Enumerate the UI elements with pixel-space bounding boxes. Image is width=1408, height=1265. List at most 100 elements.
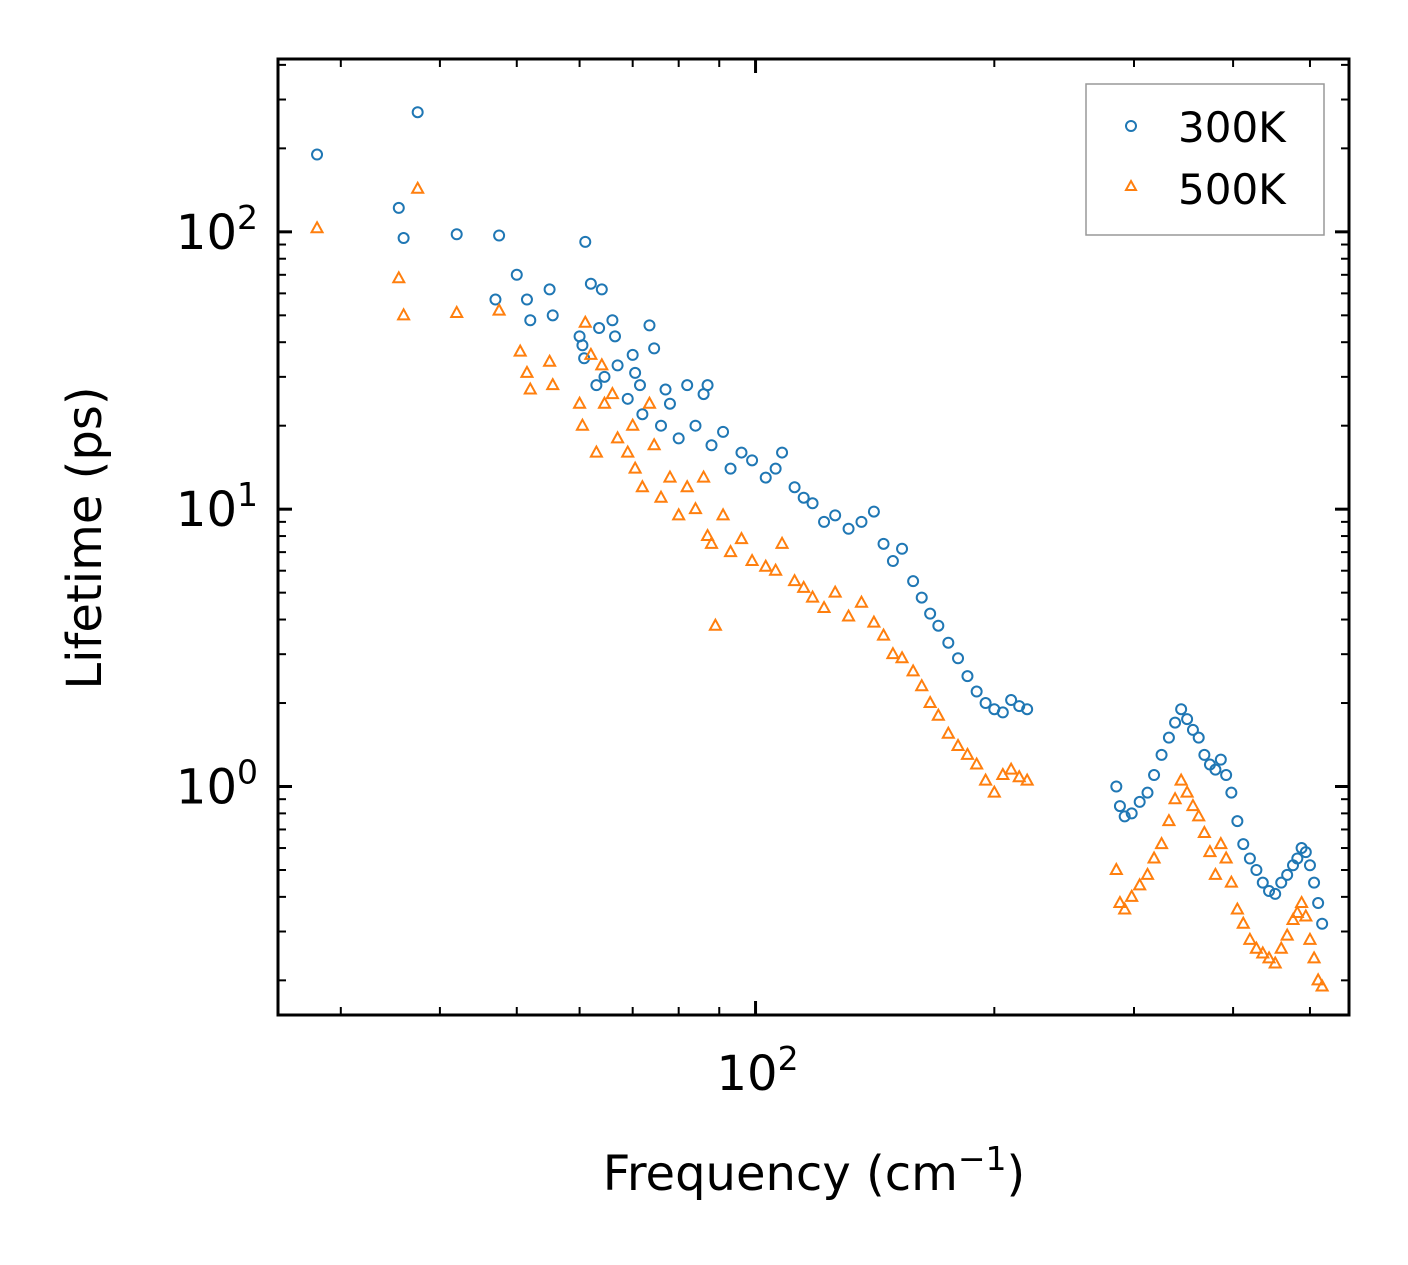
point-500K (744, 552, 760, 567)
point-300K (643, 319, 656, 332)
point-300K (1175, 703, 1188, 716)
point-300K (1186, 723, 1199, 736)
point-500K (774, 535, 790, 549)
point-500K (816, 599, 832, 614)
point-500K (805, 589, 820, 603)
point-300K (1181, 713, 1194, 726)
point-500K (1230, 901, 1245, 915)
plot-frame (276, 57, 1351, 1017)
point-300K (717, 425, 730, 438)
point-500K (1140, 866, 1155, 880)
point-300K (924, 607, 937, 620)
point-300K (659, 383, 672, 396)
point-500K (679, 479, 695, 493)
point-300K (593, 322, 606, 335)
point-300K (842, 522, 855, 535)
point-300K (1243, 852, 1256, 865)
point-300K (1250, 863, 1263, 876)
point-500K (542, 353, 557, 367)
point-300K (915, 591, 928, 604)
point-300K (1256, 876, 1269, 889)
point-300K (896, 542, 909, 555)
point-500K (704, 535, 719, 549)
point-500K (513, 343, 528, 357)
point-500K (1268, 955, 1283, 969)
point-500K (671, 507, 686, 521)
point-500K (309, 220, 325, 234)
point-500K (1167, 791, 1183, 805)
point-300K (584, 277, 597, 290)
point-300K (1021, 703, 1034, 716)
point-500K (827, 584, 843, 598)
point-500K (960, 746, 975, 760)
point-500K (589, 444, 604, 458)
point-300K (797, 491, 810, 504)
point-300K (886, 555, 899, 568)
point-300K (606, 314, 619, 327)
point-500K (449, 304, 464, 318)
point-300K (855, 515, 868, 528)
point-500K (1242, 931, 1258, 945)
legend: 300K 500K (1085, 83, 1325, 236)
point-300K (450, 228, 463, 241)
point-300K (655, 419, 668, 432)
point-500K (696, 469, 711, 483)
point-500K (597, 395, 612, 409)
point-500K (987, 784, 1002, 798)
point-300K (681, 379, 694, 392)
point-500K (841, 608, 856, 622)
point-500K (1274, 940, 1289, 954)
point-500K (796, 579, 811, 593)
point-500K (519, 364, 535, 378)
point-500K (931, 707, 946, 721)
point-500K (854, 594, 869, 608)
y-tick-label: 102 (176, 198, 258, 261)
point-500K (1290, 904, 1305, 918)
point-500K (715, 507, 731, 521)
point-500K (885, 646, 901, 660)
point-300K (510, 268, 523, 281)
point-500K (1306, 950, 1322, 964)
point-300K (1269, 887, 1282, 900)
point-500K (700, 527, 715, 542)
point-500K (653, 489, 669, 503)
legend-label-500K: 500K (1178, 165, 1287, 214)
y-tick-label: 101 (176, 475, 258, 538)
point-500K (1132, 877, 1147, 891)
point-500K (583, 346, 599, 360)
point-300K (932, 619, 945, 632)
point-300K (1155, 748, 1168, 761)
point-300K (1110, 780, 1123, 793)
point-500K (1314, 978, 1330, 992)
point-300K (392, 201, 405, 214)
point-500K (662, 469, 678, 483)
point-300K (524, 314, 537, 327)
point-500K (723, 544, 738, 558)
point-500K (410, 180, 425, 194)
point-500K (1213, 836, 1229, 850)
point-300K (1312, 897, 1325, 910)
point-300K (776, 446, 789, 459)
point-300K (595, 283, 608, 296)
point-300K (979, 697, 992, 710)
legend-box (1085, 83, 1325, 236)
point-300K (1299, 846, 1312, 859)
point-300K (877, 537, 890, 550)
point-500K (941, 725, 956, 739)
point-500K (1261, 950, 1277, 964)
point-500K (1255, 945, 1270, 959)
tick-labels: 102 100 101 102 (176, 198, 799, 1102)
point-500K (708, 617, 723, 631)
point-300K (1237, 838, 1250, 851)
point-300K (788, 481, 801, 494)
point-300K (1291, 852, 1304, 865)
point-300K (829, 509, 842, 522)
point-300K (411, 106, 424, 119)
point-500K (627, 460, 643, 474)
point-500K (545, 377, 560, 391)
point-300K (952, 652, 965, 665)
point-300K (636, 408, 649, 421)
point-500K (914, 678, 929, 692)
point-300K (397, 232, 410, 245)
